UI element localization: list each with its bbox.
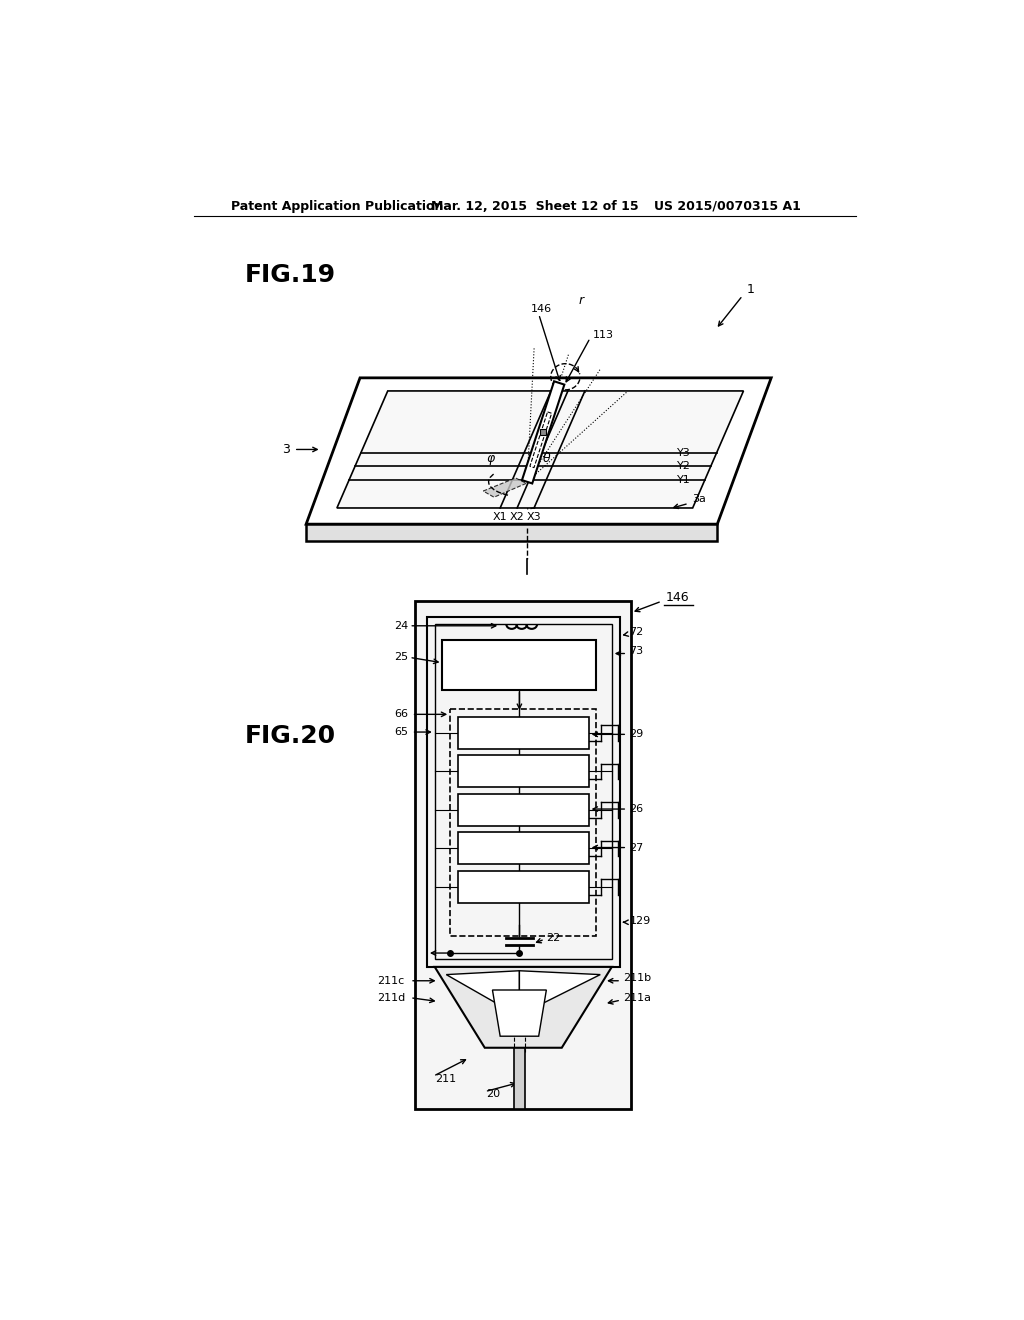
Bar xyxy=(442,640,596,689)
Text: 211d: 211d xyxy=(377,993,406,1003)
Bar xyxy=(451,709,596,936)
Bar xyxy=(427,616,620,966)
Text: 1: 1 xyxy=(746,282,755,296)
Text: C5: C5 xyxy=(567,727,583,738)
Text: Mar. 12, 2015  Sheet 12 of 15: Mar. 12, 2015 Sheet 12 of 15 xyxy=(431,199,639,213)
Text: US 2015/0070315 A1: US 2015/0070315 A1 xyxy=(654,199,801,213)
Text: Y1: Y1 xyxy=(677,475,691,486)
Text: 146: 146 xyxy=(531,304,552,314)
Text: φ: φ xyxy=(486,453,495,465)
Polygon shape xyxy=(483,478,526,498)
Text: 129: 129 xyxy=(630,916,651,925)
Bar xyxy=(540,429,546,436)
Text: 113: 113 xyxy=(593,330,613,341)
Text: 22: 22 xyxy=(547,933,560,942)
Polygon shape xyxy=(522,381,564,483)
Text: 65: 65 xyxy=(394,727,408,737)
Text: C3: C3 xyxy=(567,805,583,814)
Text: 211: 211 xyxy=(435,1073,456,1084)
Text: Y3: Y3 xyxy=(677,447,691,458)
Text: 20: 20 xyxy=(486,1089,501,1100)
Text: Y2: Y2 xyxy=(677,462,691,471)
Text: C4: C4 xyxy=(567,767,583,776)
Text: POWER PRODUCTION: POWER PRODUCTION xyxy=(453,651,587,664)
Text: C2: C2 xyxy=(567,882,583,892)
Bar xyxy=(458,755,589,788)
Polygon shape xyxy=(446,970,519,1014)
Text: X1: X1 xyxy=(493,512,508,523)
Text: 27: 27 xyxy=(630,842,644,853)
Text: θ: θ xyxy=(543,453,550,465)
Polygon shape xyxy=(306,524,717,541)
Text: 26: 26 xyxy=(630,804,644,814)
Text: 24: 24 xyxy=(394,620,409,631)
Text: 146: 146 xyxy=(666,591,689,603)
Text: Patent Application Publication: Patent Application Publication xyxy=(230,199,443,213)
Text: 29: 29 xyxy=(630,730,644,739)
Bar xyxy=(458,871,589,903)
Polygon shape xyxy=(337,391,743,508)
Text: FIG.20: FIG.20 xyxy=(245,723,336,748)
Text: 3: 3 xyxy=(283,444,290,455)
Text: X2: X2 xyxy=(510,512,524,523)
Bar xyxy=(416,601,631,1109)
Bar xyxy=(435,624,611,960)
Bar xyxy=(514,1048,524,1109)
Text: 73: 73 xyxy=(630,647,644,656)
Polygon shape xyxy=(493,990,547,1036)
Text: CIRCUIT: CIRCUIT xyxy=(495,667,545,680)
Text: r: r xyxy=(579,294,584,308)
Text: 211a: 211a xyxy=(624,993,651,1003)
Bar xyxy=(458,793,589,826)
Text: 211c: 211c xyxy=(377,975,404,986)
Text: X3: X3 xyxy=(526,512,542,523)
Polygon shape xyxy=(435,966,611,1048)
Text: 66: 66 xyxy=(394,709,408,719)
Text: 211b: 211b xyxy=(624,973,651,983)
Bar xyxy=(458,717,589,748)
Text: 72: 72 xyxy=(630,627,644,638)
Text: 3a: 3a xyxy=(692,494,707,504)
Bar xyxy=(458,832,589,865)
Polygon shape xyxy=(519,970,600,1014)
Text: FIG.19: FIG.19 xyxy=(245,264,336,288)
Text: C1: C1 xyxy=(567,843,583,853)
Text: 25: 25 xyxy=(394,652,408,663)
